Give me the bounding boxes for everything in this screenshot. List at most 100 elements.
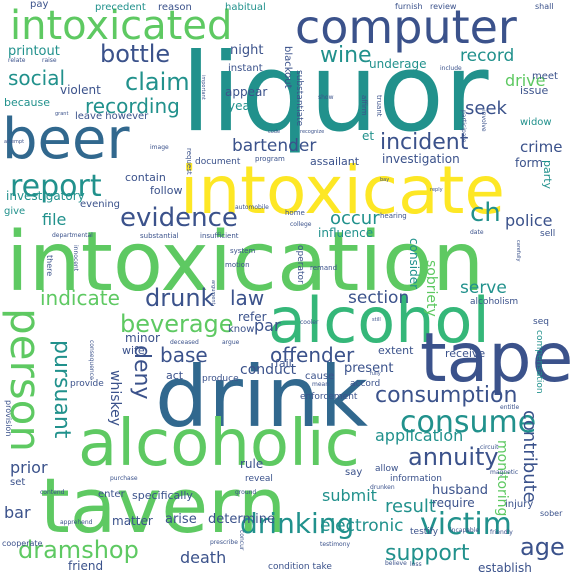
word-concur: concur — [238, 530, 245, 551]
word-extent: extent — [378, 344, 414, 357]
word-condition-take: condition take — [268, 562, 332, 572]
word-consumption: consumption — [375, 383, 518, 408]
word-whiskey: whiskey — [107, 370, 123, 427]
word-drink: drink — [155, 348, 369, 446]
word-carefully: carefully — [515, 240, 521, 262]
word-arise: arise — [165, 512, 197, 527]
word-hearing: hearing — [380, 212, 407, 220]
word-code: code — [268, 129, 281, 135]
word-sell: sell — [540, 229, 556, 239]
word-support: support — [385, 541, 470, 566]
word-intoxicate: intoxicate — [180, 152, 506, 229]
word-substantial: substantial — [140, 232, 179, 240]
word-age: age — [520, 533, 565, 561]
word-refer: refer — [238, 310, 267, 324]
word-include: include — [440, 65, 462, 72]
word-accord: accord — [350, 379, 381, 389]
word-drunk: drunk — [145, 284, 215, 312]
word-dramshop: dramshop — [18, 536, 139, 564]
word-friend: friend — [68, 559, 104, 573]
word-beverage: beverage — [120, 310, 234, 338]
word-document: document — [195, 157, 241, 167]
word-argument: argument — [210, 280, 216, 305]
word-act: act — [166, 369, 184, 382]
word-drinking: drinking — [240, 507, 355, 540]
word-request: request — [185, 148, 193, 175]
word-influence: influence — [318, 226, 374, 240]
word-reason: reason — [158, 2, 192, 13]
word-police: police — [505, 211, 553, 230]
word-furnish: furnish — [395, 2, 423, 11]
word-reveal: reveal — [245, 474, 273, 484]
word-evidence: evidence — [120, 203, 238, 233]
word-home: home — [285, 209, 305, 217]
word-beer: beer — [2, 107, 130, 172]
word-apprehend: apprehend — [60, 519, 93, 526]
word-widow: widow — [520, 117, 552, 128]
word-conduct: conduct — [240, 362, 297, 378]
word-enter: enter — [98, 489, 125, 500]
word-recognize: recognize — [300, 129, 325, 135]
word-prior: prior — [10, 458, 48, 477]
word-investigatory: investigatory — [6, 189, 85, 203]
word-record: record — [460, 46, 515, 66]
word-purchase: purchase — [110, 475, 138, 482]
word-follow: follow — [150, 184, 183, 197]
word-consume: consume — [400, 405, 537, 440]
word-investigation: investigation — [382, 152, 460, 166]
word-crime: crime — [520, 138, 563, 156]
word-seek: seek — [465, 98, 507, 119]
word-printout: printout — [8, 44, 60, 59]
word-because: because — [4, 96, 51, 109]
word-give: give — [4, 206, 26, 217]
word-computer: computer — [295, 0, 517, 54]
word-college: college — [290, 221, 312, 228]
word-testimony: testimony — [320, 541, 351, 548]
word-believe: believe — [385, 560, 407, 567]
word-mean: mean — [312, 381, 330, 388]
word-issue: issue — [520, 84, 549, 97]
word-affirm: affirm — [360, 95, 368, 116]
word-underage: underage — [369, 57, 427, 71]
word-meet: meet — [532, 71, 558, 82]
word-precedent: precedent — [95, 2, 146, 13]
word-motion: motion — [225, 261, 250, 269]
word-alcoholism: alcoholism — [470, 297, 519, 307]
word-death: death — [180, 548, 227, 567]
word-image: image — [150, 144, 169, 151]
word-contribute: contribute — [519, 410, 540, 503]
word-bottle: bottle — [100, 40, 171, 68]
word-still: still — [372, 317, 381, 323]
word-friendly: friendly — [490, 529, 513, 536]
word-insufficient: insufficient — [200, 232, 239, 240]
word-sober: sober — [540, 509, 563, 518]
word-result: result — [385, 496, 436, 517]
word-know: know — [228, 324, 255, 335]
word-evening: evening — [80, 199, 121, 210]
word-wife: wife — [122, 344, 145, 357]
word-monitoring: monitoring — [494, 440, 510, 517]
word-electronic: electronic — [320, 516, 404, 536]
word-drunken: drunken — [370, 484, 395, 491]
word-argue: argue — [222, 339, 240, 346]
word-important: important — [200, 75, 206, 100]
word-cause: cause — [305, 371, 335, 382]
word-date: date — [470, 229, 484, 236]
word-automobile: automobile — [235, 204, 269, 211]
word-night: night — [230, 43, 264, 58]
word-information: information — [390, 474, 442, 484]
word-assailant: assailant — [310, 155, 360, 168]
word-husband: husband — [432, 483, 488, 498]
word-grant: grant — [55, 111, 69, 117]
word-establish: establish — [478, 561, 532, 575]
word-fully: fully — [370, 371, 381, 377]
word-recording: recording — [85, 94, 180, 118]
word-offender: offender — [270, 343, 355, 367]
word-blackout: blackout — [282, 46, 293, 89]
word-deceased: deceased — [170, 339, 199, 346]
word-matter: matter — [112, 514, 153, 528]
word-require: require — [432, 496, 475, 510]
word-there: there — [45, 255, 54, 277]
word-violent: violent — [60, 83, 101, 97]
word-bartender: bartender — [232, 136, 317, 156]
